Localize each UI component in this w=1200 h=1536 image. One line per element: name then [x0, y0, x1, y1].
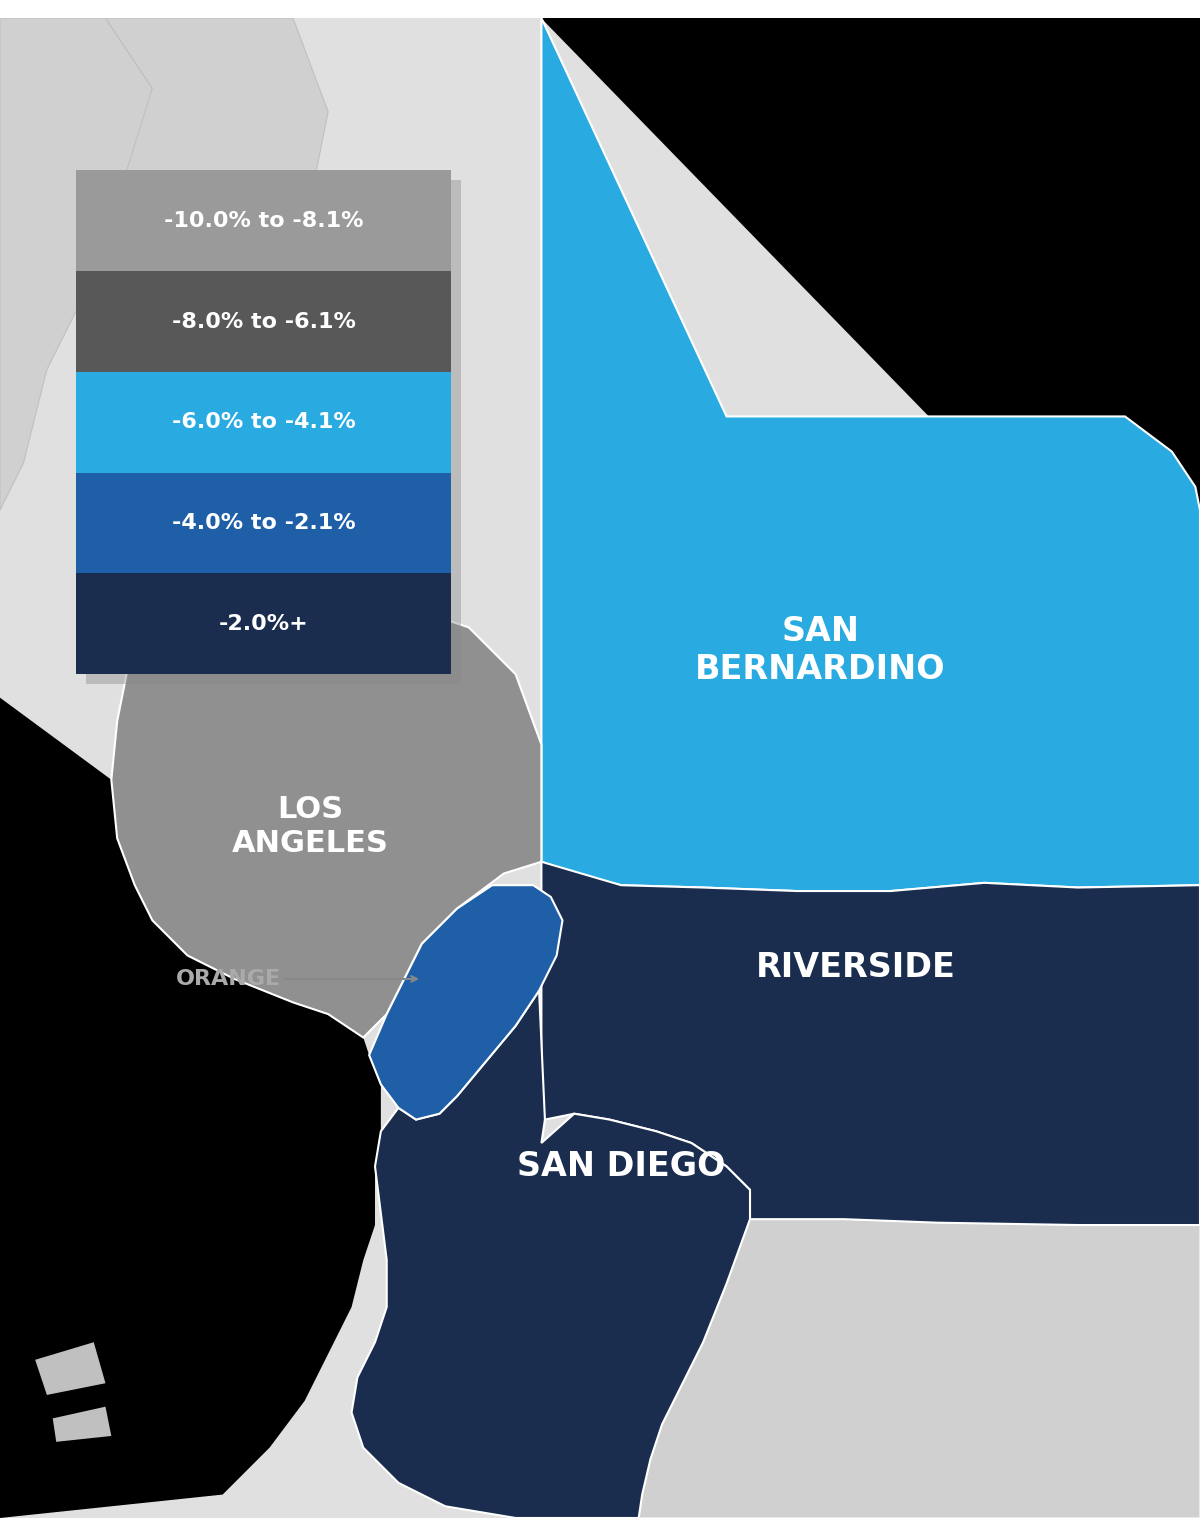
- FancyBboxPatch shape: [76, 170, 451, 272]
- FancyBboxPatch shape: [85, 180, 461, 684]
- Polygon shape: [0, 18, 152, 510]
- Polygon shape: [94, 18, 328, 522]
- Polygon shape: [541, 862, 1200, 1226]
- Text: LOS
ANGELES: LOS ANGELES: [232, 796, 389, 859]
- Polygon shape: [0, 697, 380, 1518]
- Text: -10.0% to -8.1%: -10.0% to -8.1%: [164, 210, 364, 230]
- Polygon shape: [0, 18, 1200, 1518]
- Text: SAN
BERNARDINO: SAN BERNARDINO: [695, 616, 946, 687]
- FancyBboxPatch shape: [76, 473, 451, 573]
- Text: ORANGE: ORANGE: [176, 969, 281, 989]
- Polygon shape: [53, 1407, 112, 1442]
- FancyBboxPatch shape: [76, 272, 451, 372]
- Text: -4.0% to -2.1%: -4.0% to -2.1%: [172, 513, 355, 533]
- Text: -6.0% to -4.1%: -6.0% to -4.1%: [172, 412, 355, 432]
- Polygon shape: [35, 1342, 106, 1395]
- Polygon shape: [112, 593, 541, 1037]
- Text: -8.0% to -6.1%: -8.0% to -6.1%: [172, 312, 355, 332]
- Polygon shape: [541, 18, 1200, 891]
- FancyBboxPatch shape: [76, 372, 451, 473]
- Polygon shape: [638, 1220, 1200, 1518]
- Text: -2.0%+: -2.0%+: [218, 614, 308, 634]
- Polygon shape: [541, 18, 1200, 696]
- Polygon shape: [352, 991, 750, 1518]
- FancyBboxPatch shape: [76, 573, 451, 674]
- Polygon shape: [0, 18, 1200, 1518]
- Text: SAN DIEGO: SAN DIEGO: [517, 1150, 725, 1183]
- Text: RIVERSIDE: RIVERSIDE: [756, 951, 955, 983]
- Polygon shape: [370, 885, 563, 1120]
